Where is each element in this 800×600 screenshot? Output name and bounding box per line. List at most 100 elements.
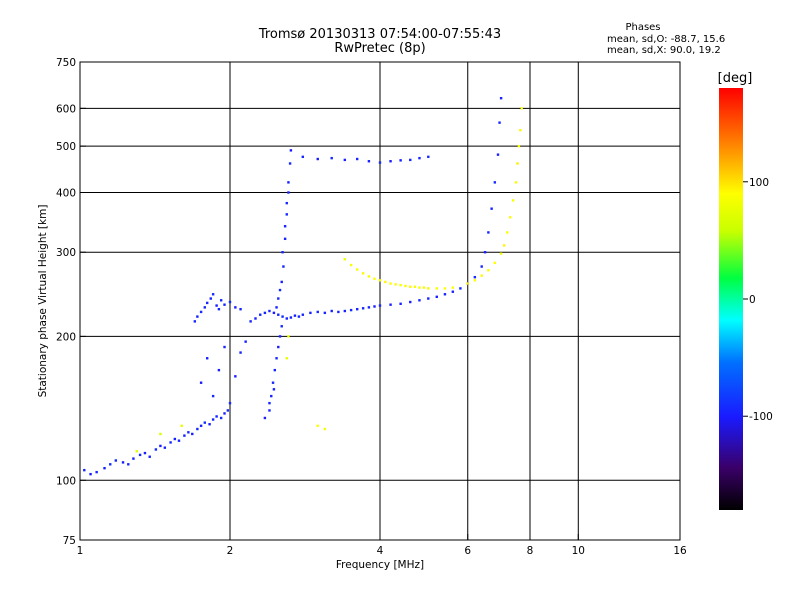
- x-mode-point: [514, 181, 518, 184]
- x-mode-point: [422, 286, 426, 289]
- x-axis-label: Frequency [MHz]: [336, 559, 424, 571]
- o-mode-point: [196, 315, 199, 318]
- y-tick-label: 300: [56, 247, 76, 259]
- o-mode-point: [361, 307, 365, 310]
- y-axis: 75 100 200 300 400 500 600 750: [56, 57, 86, 547]
- o-mode-point: [289, 316, 293, 319]
- o-mode-point: [268, 401, 271, 405]
- o-mode-point: [187, 431, 190, 434]
- colorbar: [719, 88, 743, 510]
- o-mode-point: [283, 237, 287, 241]
- o-mode-point: [223, 345, 226, 349]
- o-mode-point: [271, 381, 275, 384]
- x-tick-label: 1: [77, 545, 84, 557]
- x-mode-point: [480, 274, 483, 277]
- o-mode-point: [183, 434, 186, 437]
- o-mode-point: [234, 306, 237, 309]
- x-tick-label: 4: [377, 545, 384, 557]
- o-mode-point: [177, 439, 181, 442]
- x-mode-point: [389, 282, 392, 285]
- o-mode-point: [399, 302, 402, 305]
- o-mode-point: [287, 191, 290, 194]
- o-mode-point: [277, 345, 280, 349]
- x-mode-point: [409, 285, 412, 288]
- o-mode-point: [239, 307, 242, 311]
- o-mode-point: [277, 297, 280, 300]
- o-mode-point: [498, 121, 501, 124]
- o-mode-point: [244, 340, 247, 343]
- o-mode-point: [83, 468, 86, 472]
- colorbar-ticks: 100 0 -100: [743, 177, 773, 423]
- o-mode-point: [228, 401, 232, 405]
- o-mode-point: [191, 432, 194, 436]
- o-mode-point: [323, 311, 327, 315]
- x-mode-point: [519, 128, 522, 132]
- o-mode-point: [228, 300, 232, 304]
- o-mode-point: [121, 461, 125, 464]
- x-mode-point: [316, 424, 319, 428]
- x-mode-point: [413, 285, 417, 288]
- o-mode-point: [483, 251, 487, 254]
- o-mode-point: [215, 304, 218, 307]
- o-mode-point: [418, 299, 421, 302]
- o-mode-point: [193, 320, 197, 323]
- o-mode-point: [205, 301, 209, 305]
- o-mode-point: [367, 306, 371, 309]
- o-mode-point: [173, 437, 177, 441]
- x-mode-point: [361, 272, 365, 275]
- o-mode-point: [309, 311, 312, 315]
- x-mode-point: [384, 280, 387, 284]
- o-mode-point: [293, 314, 297, 317]
- o-mode-point: [399, 159, 402, 162]
- o-mode-point: [148, 455, 151, 458]
- x-mode-point: [466, 282, 469, 285]
- colorbar-label: [deg]: [718, 71, 753, 86]
- o-mode-point: [211, 418, 215, 421]
- o-mode-point: [427, 297, 430, 300]
- o-mode-point: [283, 225, 287, 228]
- o-mode-point: [418, 156, 421, 160]
- o-mode-point: [480, 265, 483, 268]
- o-mode-point: [451, 290, 455, 293]
- o-mode-point: [443, 293, 447, 296]
- o-mode-point: [285, 317, 288, 320]
- o-mode-point: [499, 96, 503, 100]
- x-mode-point: [378, 279, 382, 282]
- o-mode-point: [199, 424, 203, 428]
- o-mode-point: [89, 472, 92, 476]
- x-mode-point: [451, 286, 455, 289]
- o-mode-point: [103, 466, 106, 470]
- o-mode-point: [435, 295, 438, 299]
- o-mode-point: [275, 306, 278, 309]
- x-mode-point: [287, 335, 290, 338]
- o-mode-point: [316, 310, 319, 314]
- o-mode-point: [211, 394, 215, 398]
- o-mode-point: [219, 416, 223, 420]
- x-mode-point: [508, 216, 512, 219]
- o-mode-point: [343, 158, 347, 162]
- x-mode-point: [487, 269, 490, 272]
- o-mode-point: [223, 412, 226, 415]
- phases-heading: Phases: [625, 22, 660, 33]
- x-mode-point: [435, 287, 438, 290]
- x-mode-point: [511, 199, 515, 202]
- o-mode-point: [159, 444, 162, 448]
- x-mode-point: [343, 258, 347, 261]
- o-mode-point: [280, 325, 283, 328]
- o-mode-point: [259, 313, 262, 316]
- x-mode-point: [505, 231, 509, 234]
- x-mode-point: [367, 275, 371, 278]
- o-mode-point: [154, 448, 158, 451]
- x-mode-point: [159, 432, 162, 436]
- o-mode-point: [217, 307, 221, 311]
- o-mode-point: [496, 153, 500, 156]
- y-tick-label: 500: [56, 141, 76, 153]
- o-mode-point: [355, 157, 359, 161]
- x-tick-label: 10: [572, 545, 585, 557]
- x-mode-point: [473, 279, 477, 282]
- o-mode-point: [211, 293, 215, 296]
- o-mode-point: [459, 287, 462, 290]
- o-mode-point: [272, 388, 276, 391]
- o-mode-point: [337, 310, 340, 314]
